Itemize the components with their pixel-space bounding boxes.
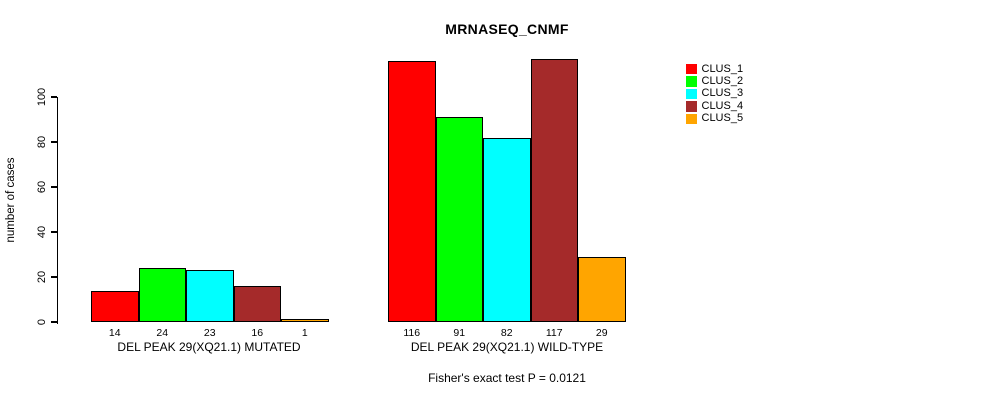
bar-value-label: 24 <box>156 327 169 339</box>
chart-title: MRNASEQ_CNMF <box>445 21 569 37</box>
bar-value-label: 117 <box>545 327 563 339</box>
y-axis-tick <box>50 276 57 278</box>
legend-label: CLUS_3 <box>701 87 744 100</box>
fisher-exact-test-note: Fisher's exact test P = 0.0121 <box>428 371 586 385</box>
bar-value-label: 82 <box>500 327 513 339</box>
legend: CLUS_1 CLUS_2 CLUS_3 CLUS_4 CLUS_5 <box>686 63 743 125</box>
group-label-wild-type: DEL PEAK 29(XQ21.1) WILD-TYPE <box>410 340 604 354</box>
legend-item-clus_2: CLUS_2 <box>686 75 743 87</box>
bar-clus_1-wild-type <box>388 61 436 322</box>
y-axis-tick-label: 60 <box>36 180 48 194</box>
bar-value-label: 116 <box>403 327 421 339</box>
bar-clus_2-mutated <box>138 268 186 322</box>
y-axis-tick-label: 100 <box>36 87 48 107</box>
bar-clus_5-wild-type <box>578 256 626 322</box>
legend-label: CLUS_5 <box>701 112 744 125</box>
y-axis-tick <box>50 186 57 188</box>
legend-label: CLUS_2 <box>701 75 744 88</box>
legend-swatch <box>686 63 697 75</box>
bar-clus_3-wild-type <box>483 137 531 322</box>
legend-swatch <box>686 88 697 100</box>
legend-label: CLUS_4 <box>701 99 744 112</box>
y-axis-tick-label: 40 <box>36 225 48 239</box>
legend-item-clus_5: CLUS_5 <box>686 113 743 125</box>
y-axis-tick <box>50 141 57 143</box>
y-axis-tick <box>50 231 57 233</box>
bar-value-label: 16 <box>251 327 264 339</box>
y-axis-tick <box>50 96 57 98</box>
bar-value-label: 14 <box>108 327 121 339</box>
bar-clus_5-mutated <box>281 319 329 322</box>
bar-clus_1-mutated <box>91 290 139 322</box>
bar-clus_4-wild-type <box>530 58 578 322</box>
y-axis-tick-label: 80 <box>36 135 48 149</box>
legend-item-clus_1: CLUS_1 <box>686 63 743 75</box>
bar-value-label: 1 <box>301 327 308 339</box>
y-axis-tick <box>50 321 57 323</box>
bar-value-label: 29 <box>595 327 608 339</box>
bar-clus_4-mutated <box>233 286 281 322</box>
bar-value-label: 23 <box>203 327 216 339</box>
legend-swatch <box>686 76 697 87</box>
legend-swatch <box>686 113 697 124</box>
legend-swatch <box>686 101 697 112</box>
bar-clus_3-mutated <box>186 270 234 322</box>
legend-item-clus_4: CLUS_4 <box>686 100 743 112</box>
group-label-mutated: DEL PEAK 29(XQ21.1) MUTATED <box>117 340 301 354</box>
legend-label: CLUS_1 <box>701 62 744 75</box>
legend-item-clus_3: CLUS_3 <box>686 88 743 100</box>
y-axis-tick-label: 20 <box>36 270 48 284</box>
bar-clus_2-wild-type <box>435 117 483 322</box>
y-axis-tick-label: 0 <box>36 318 48 326</box>
y-axis-line <box>56 97 58 324</box>
bar-value-label: 91 <box>453 327 466 339</box>
